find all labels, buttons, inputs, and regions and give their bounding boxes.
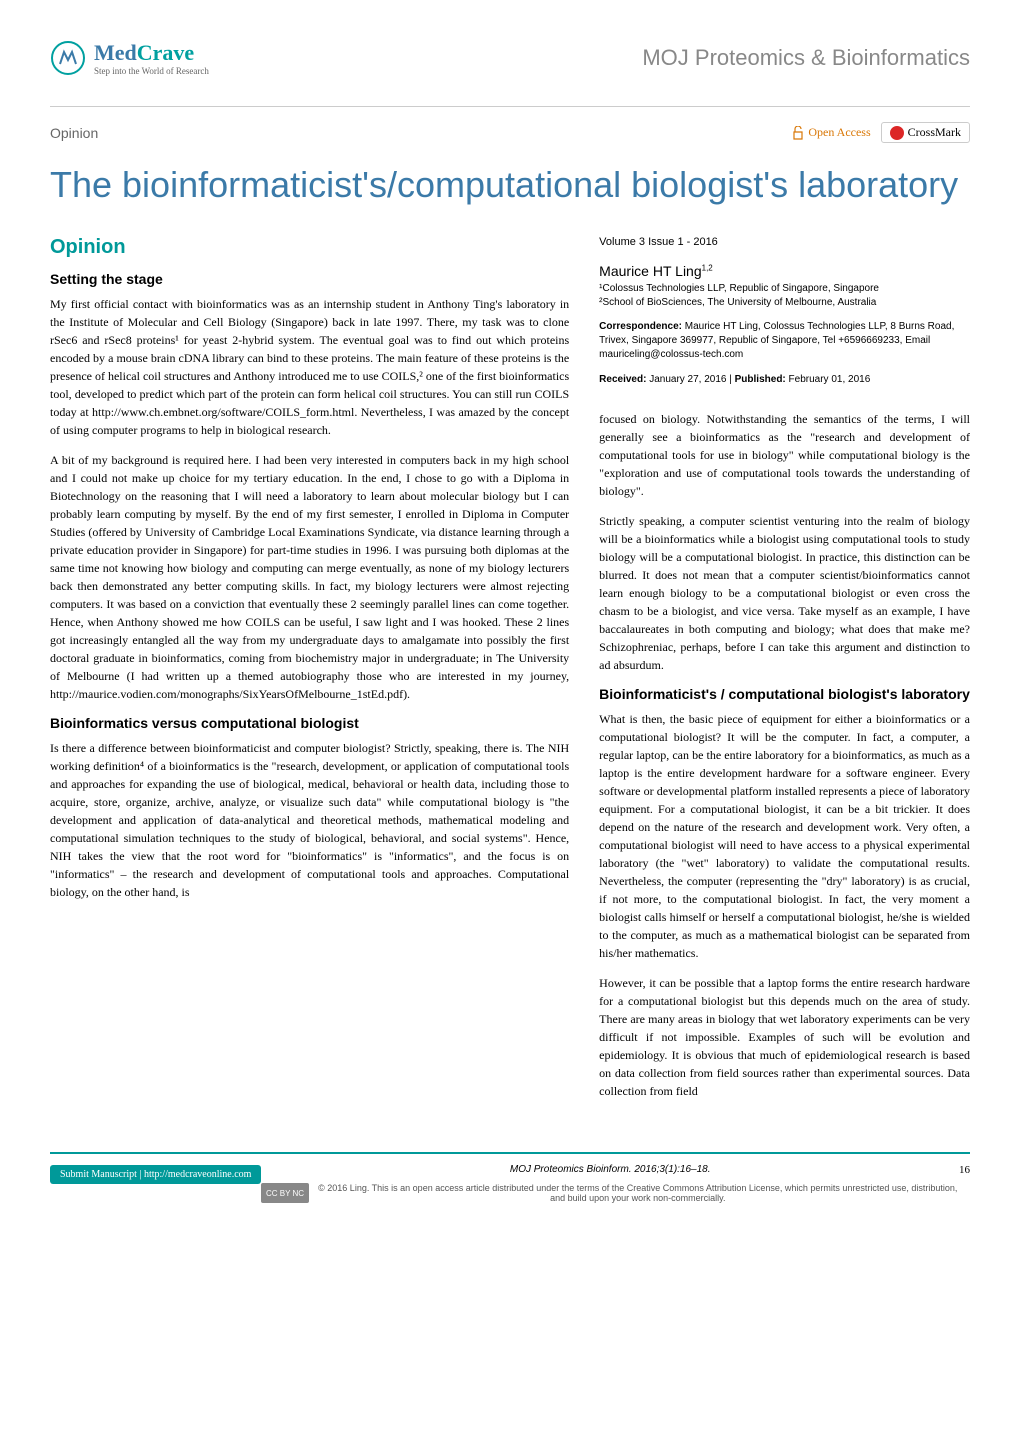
cc-badge-icon: CC BY NC bbox=[261, 1183, 308, 1203]
volume-issue: Volume 3 Issue 1 - 2016 bbox=[599, 236, 970, 248]
affiliation-1: ¹Colossus Technologies LLP, Republic of … bbox=[599, 283, 970, 294]
citation: MOJ Proteomics Bioinform. 2016;3(1):16–1… bbox=[261, 1164, 959, 1175]
paragraph: Strictly speaking, a computer scientist … bbox=[599, 512, 970, 674]
journal-name: MOJ Proteomics & Bioinformatics bbox=[642, 45, 970, 71]
subsection-setting-stage: Setting the stage bbox=[50, 271, 569, 287]
page-container: MedCrave Step into the World of Research… bbox=[0, 0, 1020, 1243]
open-access-badge: Open Access bbox=[792, 125, 870, 140]
author-name: Maurice HT Ling1,2 bbox=[599, 263, 970, 279]
section-opinion: Opinion bbox=[50, 236, 569, 259]
paragraph: However, it can be possible that a lapto… bbox=[599, 974, 970, 1100]
paragraph: What is then, the basic piece of equipme… bbox=[599, 710, 970, 962]
badges: Open Access CrossMark bbox=[792, 122, 970, 143]
subsection-bio-vs-comp: Bioinformatics versus computational biol… bbox=[50, 715, 569, 731]
footer-center: MOJ Proteomics Bioinform. 2016;3(1):16–1… bbox=[261, 1164, 959, 1203]
footer-left: Submit Manuscript | http://medcraveonlin… bbox=[50, 1164, 261, 1182]
affiliation-2: ²School of BioSciences, The University o… bbox=[599, 297, 970, 308]
article-meta-row: Opinion Open Access CrossMark bbox=[50, 122, 970, 143]
submit-manuscript-button[interactable]: Submit Manuscript | http://medcraveonlin… bbox=[50, 1165, 261, 1184]
article-type: Opinion bbox=[50, 125, 98, 141]
crossmark-badge[interactable]: CrossMark bbox=[881, 122, 970, 143]
lock-open-icon bbox=[792, 126, 804, 140]
correspondence: Correspondence: Maurice HT Ling, Colossu… bbox=[599, 320, 970, 362]
logo-text: MedCrave bbox=[94, 40, 194, 65]
divider bbox=[50, 106, 970, 107]
right-column: Volume 3 Issue 1 - 2016 Maurice HT Ling1… bbox=[599, 236, 970, 1112]
logo-icon bbox=[50, 40, 86, 76]
footer: Submit Manuscript | http://medcraveonlin… bbox=[50, 1152, 970, 1203]
header: MedCrave Step into the World of Research… bbox=[50, 40, 970, 76]
crossmark-label: CrossMark bbox=[908, 125, 961, 140]
open-access-label: Open Access bbox=[808, 125, 870, 140]
publisher-logo: MedCrave Step into the World of Research bbox=[50, 40, 209, 76]
article-title: The bioinformaticist's/computational bio… bbox=[50, 163, 970, 206]
license-row: CC BY NC © 2016 Ling. This is an open ac… bbox=[261, 1183, 959, 1203]
page-number: 16 bbox=[959, 1164, 970, 1176]
left-column: Opinion Setting the stage My first offic… bbox=[50, 236, 569, 1112]
paragraph: focused on biology. Notwithstanding the … bbox=[599, 410, 970, 500]
paragraph: A bit of my background is required here.… bbox=[50, 451, 569, 703]
subsection-bio-lab: Bioinformaticist's / computational biolo… bbox=[599, 686, 970, 702]
license-text: © 2016 Ling. This is an open access arti… bbox=[317, 1183, 959, 1203]
paragraph: My first official contact with bioinform… bbox=[50, 295, 569, 439]
crossmark-icon bbox=[890, 126, 904, 140]
logo-tagline: Step into the World of Research bbox=[94, 66, 209, 76]
article-dates: Received: January 27, 2016 | Published: … bbox=[599, 374, 970, 385]
paragraph: Is there a difference between bioinforma… bbox=[50, 739, 569, 901]
content-columns: Opinion Setting the stage My first offic… bbox=[50, 236, 970, 1112]
